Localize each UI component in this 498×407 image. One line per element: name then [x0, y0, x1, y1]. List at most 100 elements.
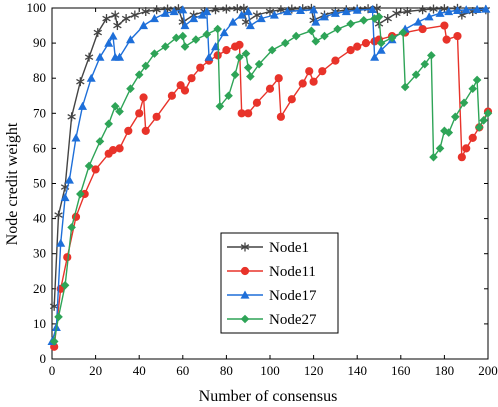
- data-point-node27: [346, 19, 355, 29]
- data-point-node27: [333, 24, 342, 34]
- data-point-node17: [237, 10, 247, 19]
- data-point-node17: [86, 73, 96, 82]
- data-point-node1: [392, 8, 401, 18]
- legend-marker: [240, 290, 250, 299]
- data-point-node27: [451, 112, 460, 122]
- data-point-node27: [134, 70, 144, 79]
- data-point-node17: [169, 7, 179, 16]
- x-axis-ticks: 0 20 40 60 80 100 120 140 160 180 200: [49, 8, 498, 378]
- data-point-node11: [331, 56, 340, 65]
- data-point-node27: [280, 38, 290, 48]
- data-point-node1: [211, 5, 220, 15]
- data-point-node11: [115, 144, 124, 153]
- data-point-node27: [483, 109, 493, 118]
- data-point-node11: [305, 67, 314, 76]
- data-point-node17: [269, 10, 279, 19]
- y-tick-label: 60: [33, 140, 46, 155]
- data-point-node17: [256, 14, 266, 23]
- data-point-node27: [243, 63, 253, 72]
- data-point-node27: [435, 144, 445, 153]
- x-tick-label: 100: [260, 363, 280, 378]
- data-point-node27: [387, 33, 397, 43]
- legend-item-node17: Node17: [227, 288, 317, 304]
- data-point-node1: [241, 17, 251, 27]
- data-point-node17: [341, 7, 351, 16]
- x-tick-label: 160: [391, 363, 411, 378]
- data-point-node17: [95, 52, 105, 61]
- data-point-node17: [461, 5, 471, 14]
- data-point-node17: [180, 21, 190, 30]
- legend-marker: [240, 314, 250, 324]
- data-point-node11: [152, 112, 161, 121]
- data-point-node27: [291, 31, 301, 41]
- data-point-node17: [78, 101, 88, 110]
- data-point-node11: [187, 74, 196, 83]
- data-point-node1: [418, 5, 427, 15]
- legend-label: Node17: [269, 288, 317, 304]
- data-point-node27: [141, 61, 151, 71]
- y-tick-label: 80: [33, 70, 46, 85]
- data-point-node17: [178, 5, 188, 14]
- data-point-node1: [113, 21, 122, 31]
- data-point-node1: [403, 7, 412, 17]
- data-point-node17: [228, 17, 238, 26]
- data-point-node27: [468, 84, 478, 94]
- data-point-node27: [161, 42, 170, 51]
- data-point-node27: [115, 107, 124, 116]
- data-point-node1: [76, 77, 85, 87]
- data-point-node27: [110, 101, 120, 111]
- data-point-node27: [311, 37, 321, 46]
- data-point-node1: [429, 4, 438, 14]
- x-tick-label: 0: [49, 363, 56, 378]
- data-point-node11: [180, 86, 190, 95]
- data-point-node27: [241, 49, 251, 58]
- data-point-node27: [150, 49, 159, 58]
- y-tick-label: 20: [33, 281, 46, 296]
- data-point-node11: [298, 79, 307, 88]
- data-point-node17: [330, 8, 340, 17]
- data-point-node27: [126, 84, 135, 94]
- y-axis-ticks: 0 10 20 30 40 50 60 70 80 90 100: [27, 0, 488, 366]
- series-line-node11: [53, 24, 489, 347]
- data-point-node27: [95, 137, 105, 146]
- data-point-node17: [472, 4, 482, 14]
- data-point-node11: [418, 24, 427, 34]
- data-point-node11: [135, 109, 144, 118]
- data-point-node11: [252, 98, 262, 107]
- data-point-node11: [453, 31, 462, 41]
- data-point-node11: [235, 40, 244, 49]
- data-point-node11: [141, 126, 150, 135]
- data-point-node27: [376, 38, 386, 48]
- data-point-node27: [400, 82, 410, 92]
- x-tick-label: 20: [89, 363, 102, 378]
- x-tick-label: 120: [304, 363, 324, 378]
- data-point-node1: [141, 7, 150, 17]
- data-point-node17: [444, 7, 454, 16]
- data-point-node17: [60, 193, 70, 202]
- data-point-node17: [64, 175, 74, 184]
- data-point-node17: [243, 7, 253, 16]
- y-tick-label: 90: [33, 35, 46, 50]
- data-point-node11: [222, 46, 231, 55]
- y-tick-label: 40: [33, 211, 46, 226]
- data-point-node27: [67, 223, 76, 232]
- data-point-node27: [76, 189, 85, 199]
- data-point-node1: [152, 5, 161, 15]
- data-point-node11: [318, 67, 327, 76]
- x-tick-label: 140: [347, 363, 367, 378]
- data-point-node17: [204, 52, 214, 61]
- data-point-node27: [440, 126, 449, 136]
- legend-item-node11: Node11: [227, 264, 316, 280]
- data-point-node17: [56, 238, 66, 247]
- data-point-node17: [370, 52, 380, 61]
- data-point-node1: [222, 4, 231, 14]
- data-point-node17: [481, 4, 491, 13]
- legend: Node1 Node11 Node17 Node27: [220, 232, 339, 334]
- data-point-node17: [435, 8, 445, 17]
- data-point-node11: [353, 42, 362, 51]
- y-tick-label: 50: [33, 176, 46, 191]
- data-point-node27: [213, 24, 222, 34]
- data-point-node27: [191, 35, 201, 44]
- data-point-node17: [104, 38, 114, 47]
